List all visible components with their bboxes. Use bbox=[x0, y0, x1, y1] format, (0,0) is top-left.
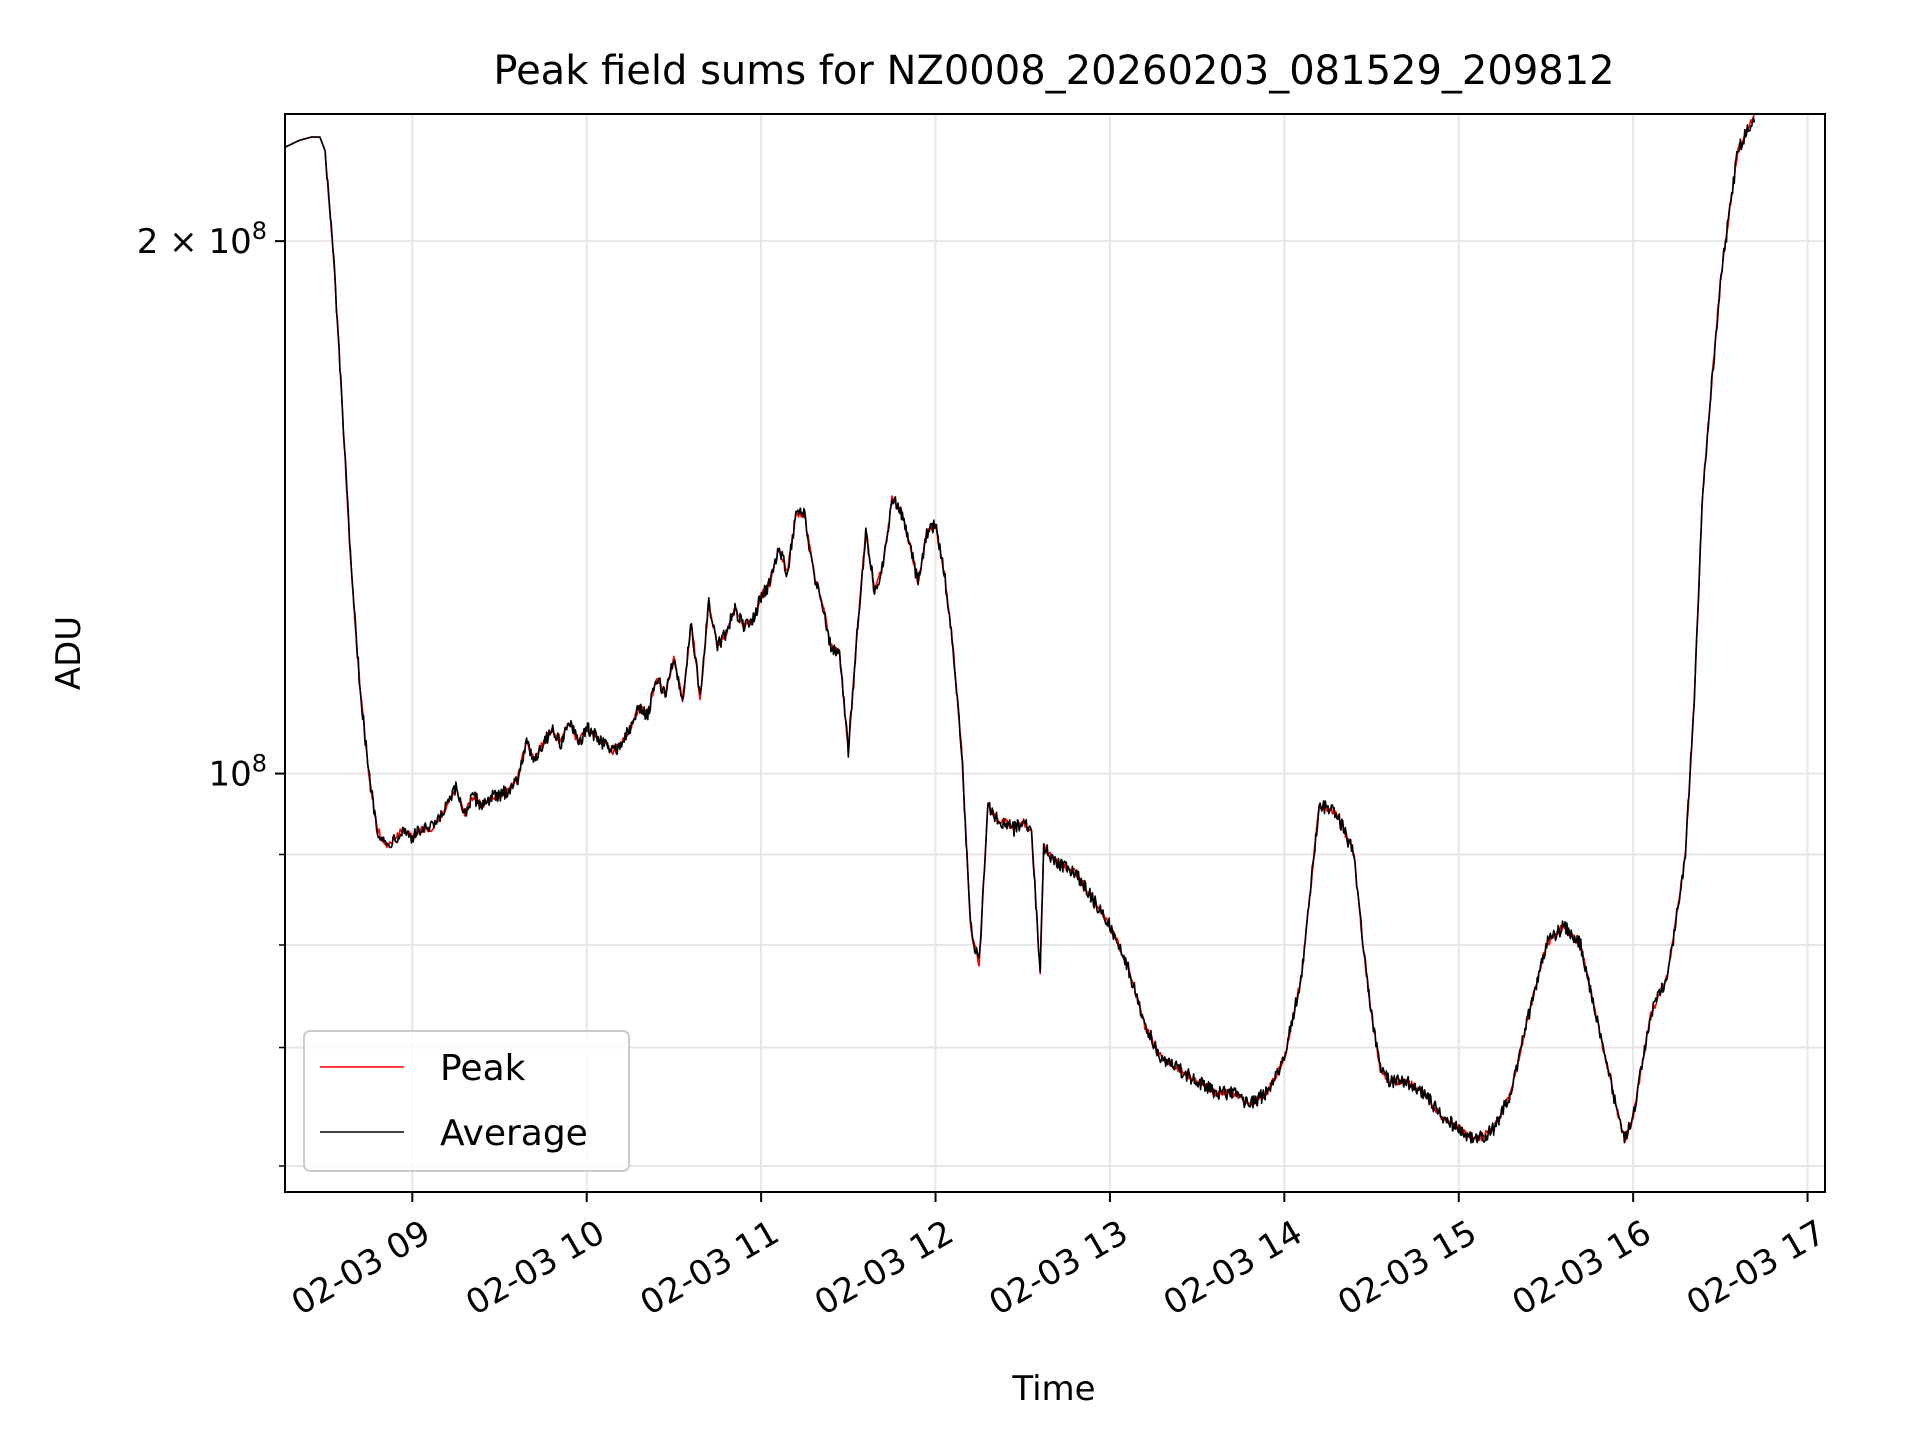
chart-title: Peak field sums for NZ0008_20260203_0815… bbox=[493, 48, 1614, 94]
x-axis-label: Time bbox=[1011, 1369, 1095, 1409]
y-tick-label: 2 × 108 bbox=[137, 217, 267, 262]
legend-box bbox=[303, 1030, 630, 1172]
series-line-average bbox=[284, 117, 1756, 1144]
y-tick-label: 108 bbox=[208, 750, 267, 795]
plot-frame bbox=[284, 113, 1826, 1193]
plot-lines bbox=[284, 114, 1756, 1144]
legend-label-average: Average bbox=[440, 1113, 588, 1154]
grid bbox=[285, 114, 1825, 1192]
legend: Peak Average bbox=[303, 1030, 630, 1172]
y-axis-label: ADU bbox=[49, 616, 89, 690]
y-axis-ticks: 108 2 × 108 bbox=[137, 217, 285, 1167]
legend-label-peak: Peak bbox=[440, 1048, 526, 1089]
